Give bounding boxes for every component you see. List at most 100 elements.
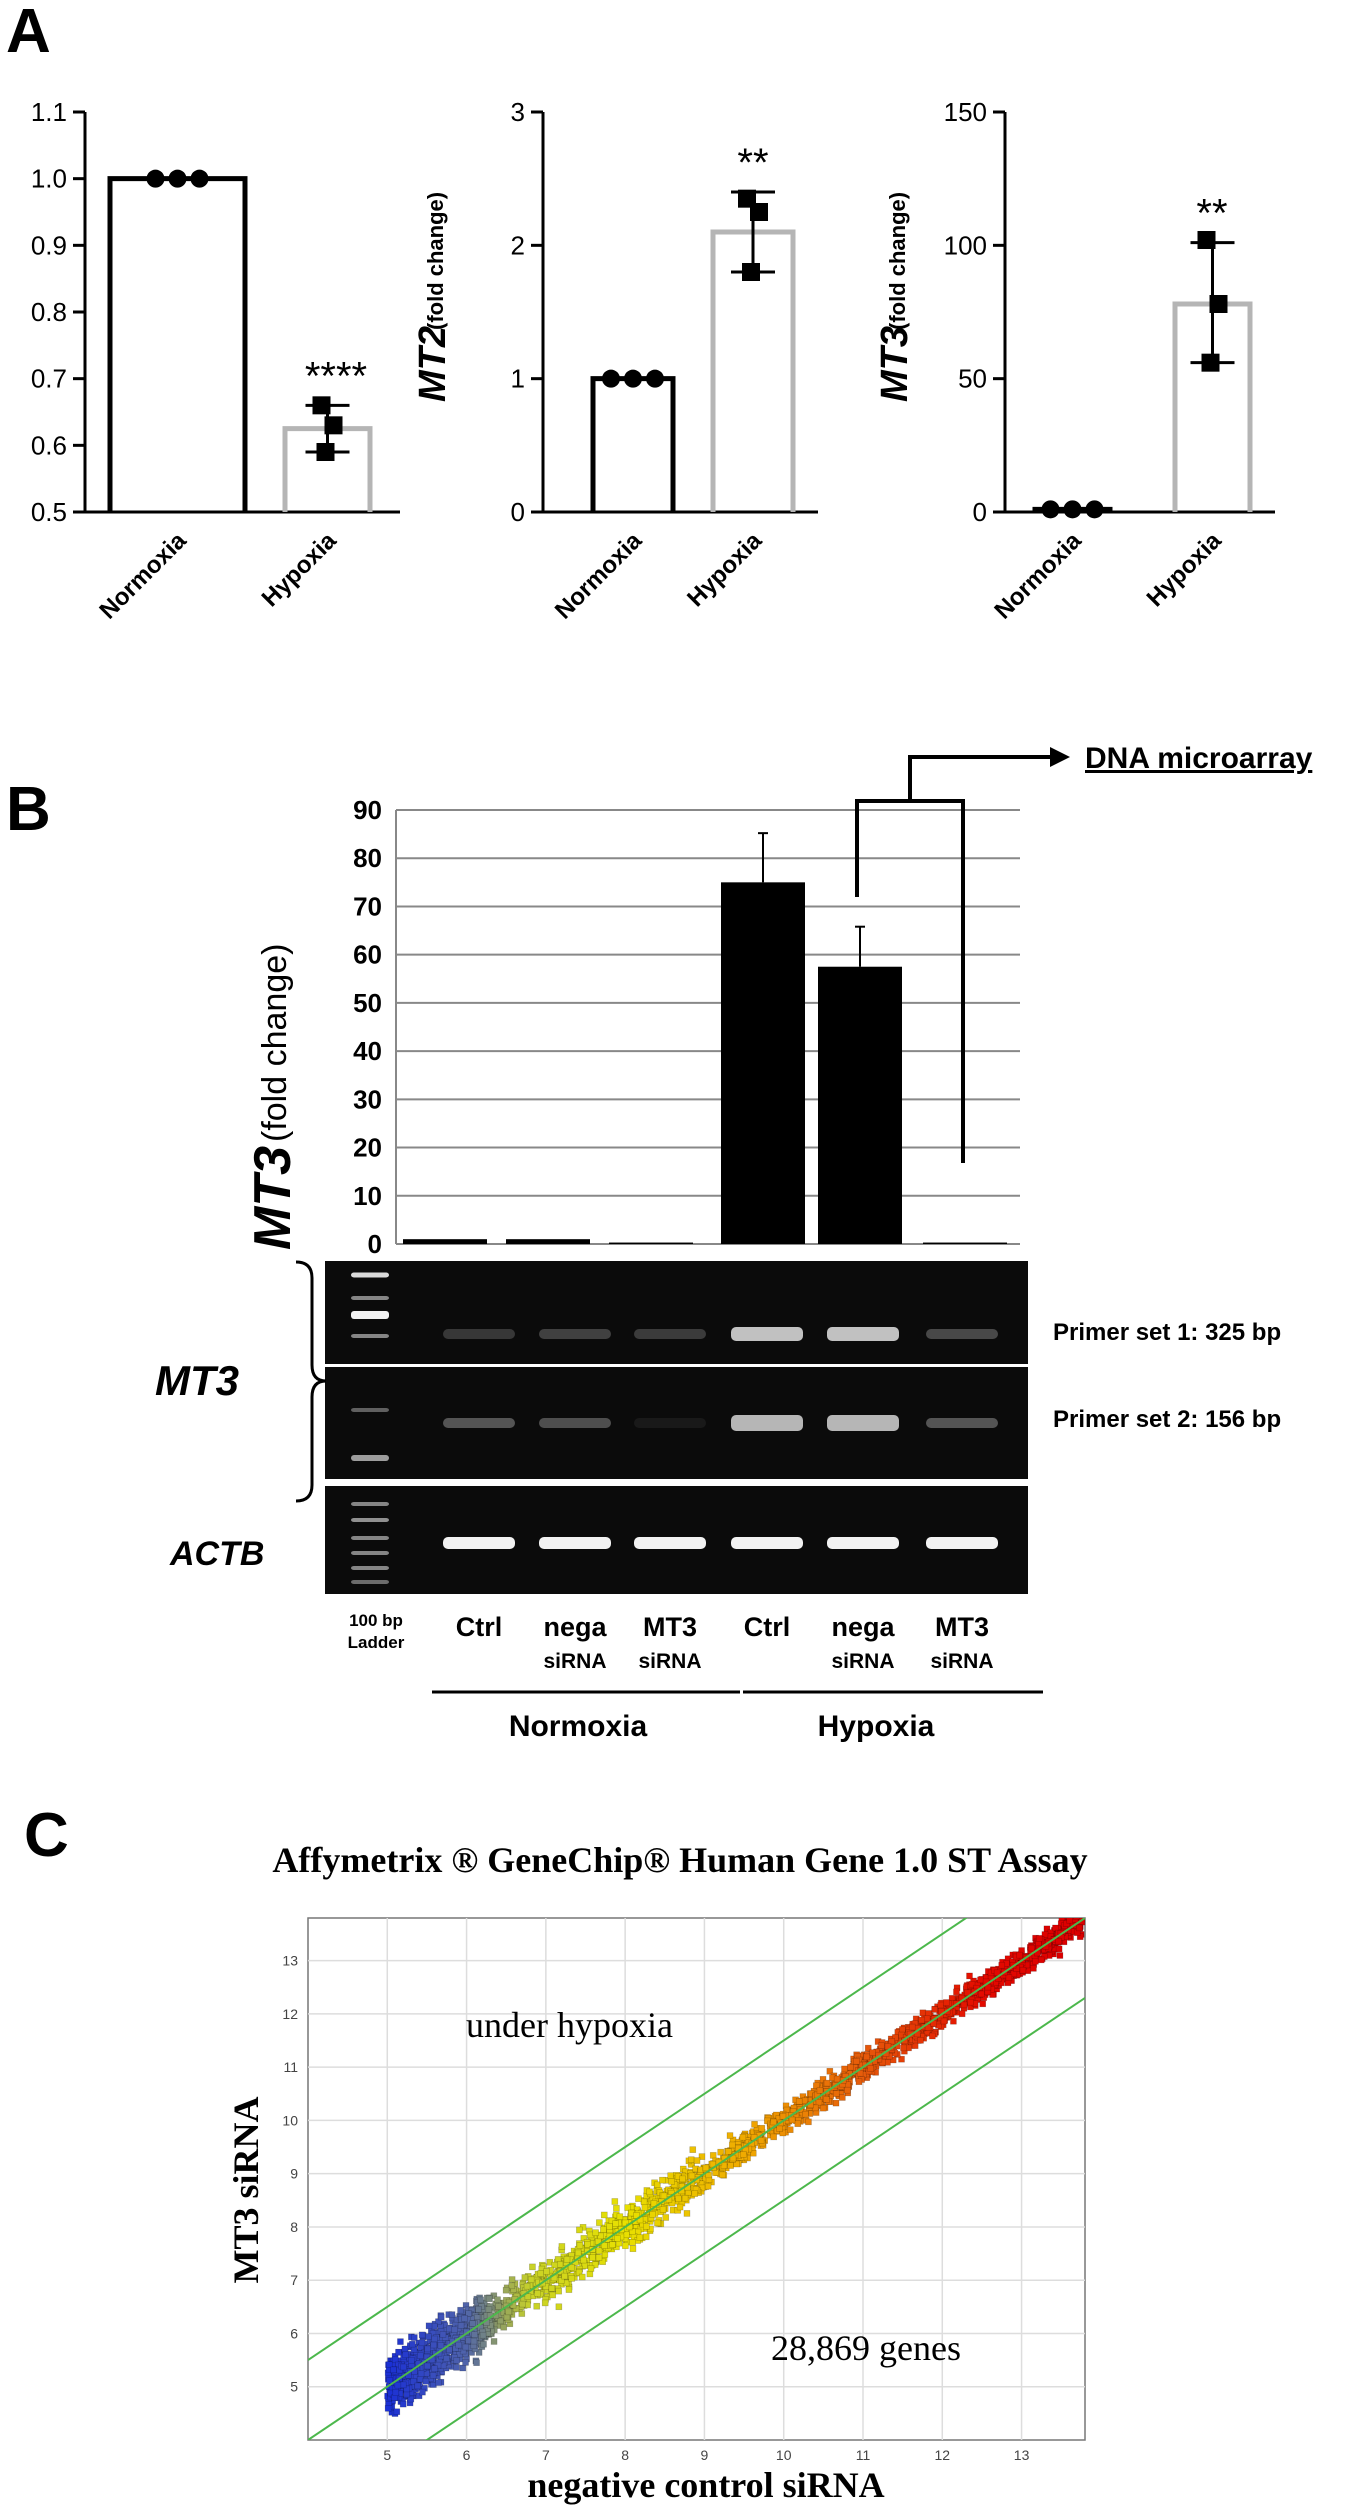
data-point: [819, 2104, 827, 2112]
data-point: [485, 2306, 493, 2313]
data-point: [892, 2034, 899, 2041]
data-point: [1041, 500, 1060, 519]
data-point: [443, 2355, 450, 2362]
data-point: [668, 2199, 676, 2207]
data-point: [832, 2099, 840, 2107]
data-point: [739, 2151, 747, 2158]
y-tick-label: 0.9: [31, 230, 67, 260]
data-point: [527, 2276, 535, 2284]
data-point: [739, 2133, 747, 2141]
data-point: [758, 2124, 766, 2132]
significance-marker: ****: [305, 354, 367, 398]
data-point: [937, 2001, 945, 2009]
ladder-label-line1: 100 bp: [349, 1611, 403, 1630]
x-tick-label: 5: [383, 2447, 391, 2463]
data-point: [437, 2313, 445, 2321]
data-point: [693, 2157, 701, 2164]
data-point: [1075, 1924, 1083, 1932]
data-point: [597, 2232, 604, 2240]
data-point: [898, 2055, 905, 2063]
y-tick-label: 80: [353, 843, 382, 873]
data-point: [662, 2214, 670, 2221]
data-point: [727, 2162, 734, 2169]
category-label: Normoxia: [94, 527, 192, 625]
y-tick-label: 11: [283, 2059, 298, 2075]
y-tick-label: 2: [511, 230, 525, 260]
data-point: [394, 2381, 402, 2389]
data-point: [455, 2341, 463, 2349]
data-point: [524, 2293, 532, 2301]
data-point: [521, 2274, 529, 2281]
data-point: [646, 369, 664, 388]
ladder-band: [351, 1580, 389, 1584]
y-tick-label: 0.5: [31, 497, 67, 527]
bar: [818, 966, 902, 1244]
data-point: [508, 2276, 516, 2283]
data-point: [418, 2339, 426, 2347]
data-point: [1209, 295, 1228, 313]
data-point: [963, 1989, 971, 1997]
lane-label-line1: MT3: [935, 1612, 989, 1642]
data-point: [529, 2263, 536, 2271]
data-point: [742, 263, 760, 281]
y-tick-label: 1.0: [31, 164, 67, 194]
data-point: [410, 2378, 417, 2385]
data-point: [815, 2098, 823, 2106]
data-point: [391, 2356, 399, 2364]
data-point: [591, 2261, 599, 2268]
data-point: [555, 2303, 563, 2311]
data-point: [494, 2296, 501, 2303]
data-point: [453, 2357, 461, 2364]
bar: [403, 1239, 487, 1244]
data-point: [751, 2120, 758, 2128]
scatter-annotation-condition: under hypoxia: [466, 2005, 673, 2045]
gel-band: [926, 1329, 998, 1339]
data-point: [869, 2049, 876, 2056]
data-point: [717, 2148, 724, 2156]
data-point: [470, 2337, 478, 2345]
data-point: [993, 1969, 1001, 1977]
data-point: [998, 1961, 1006, 1969]
data-point: [411, 2334, 418, 2341]
identity-line: [308, 1918, 1085, 2440]
data-point: [960, 2001, 968, 2009]
data-point: [629, 2245, 637, 2253]
data-point: [390, 2366, 397, 2374]
data-point: [399, 2381, 407, 2389]
data-point: [576, 2226, 583, 2234]
bar: [923, 1242, 1007, 1244]
y-tick-label: 0: [511, 497, 525, 527]
primer1-label: Primer set 1: 325 bp: [1053, 1319, 1281, 1346]
data-point: [448, 2311, 456, 2318]
x-tick-label: 8: [621, 2447, 629, 2463]
data-point: [805, 2118, 812, 2126]
data-point: [1072, 1910, 1078, 1916]
y-tick-label: 10: [353, 1181, 382, 1211]
mt3-knockdown-chart: 0 10 20 30 40 50 60 70 80 90: [353, 795, 1020, 1259]
mt3-chart: 0 50 100 150 MT3(fold change) Normoxia Hypoxia…: [874, 97, 1275, 625]
data-point: [788, 2116, 796, 2124]
ladder-band: [351, 1296, 389, 1300]
data-point: [146, 169, 165, 188]
y-tick-label: 40: [353, 1036, 382, 1066]
data-point: [453, 2364, 460, 2371]
gel-band: [827, 1327, 899, 1341]
data-point: [967, 1998, 974, 2006]
data-point: [786, 2126, 794, 2134]
data-point: [659, 2206, 667, 2213]
data-point: [431, 2365, 438, 2372]
data-point: [1074, 1909, 1080, 1915]
data-point: [968, 1980, 976, 1988]
data-point: [403, 2385, 411, 2393]
gel-band: [539, 1418, 611, 1428]
data-point: [1035, 1935, 1043, 1942]
primer2-label: Primer set 2: 156 bp: [1053, 1406, 1281, 1433]
data-point: [580, 2235, 588, 2242]
y-tick-label: 50: [958, 364, 987, 394]
data-point: [698, 2153, 706, 2160]
data-point: [400, 2363, 407, 2371]
data-point: [469, 2320, 476, 2327]
gel-band: [827, 1537, 899, 1549]
data-point: [923, 2015, 931, 2022]
data-point: [611, 2198, 619, 2205]
